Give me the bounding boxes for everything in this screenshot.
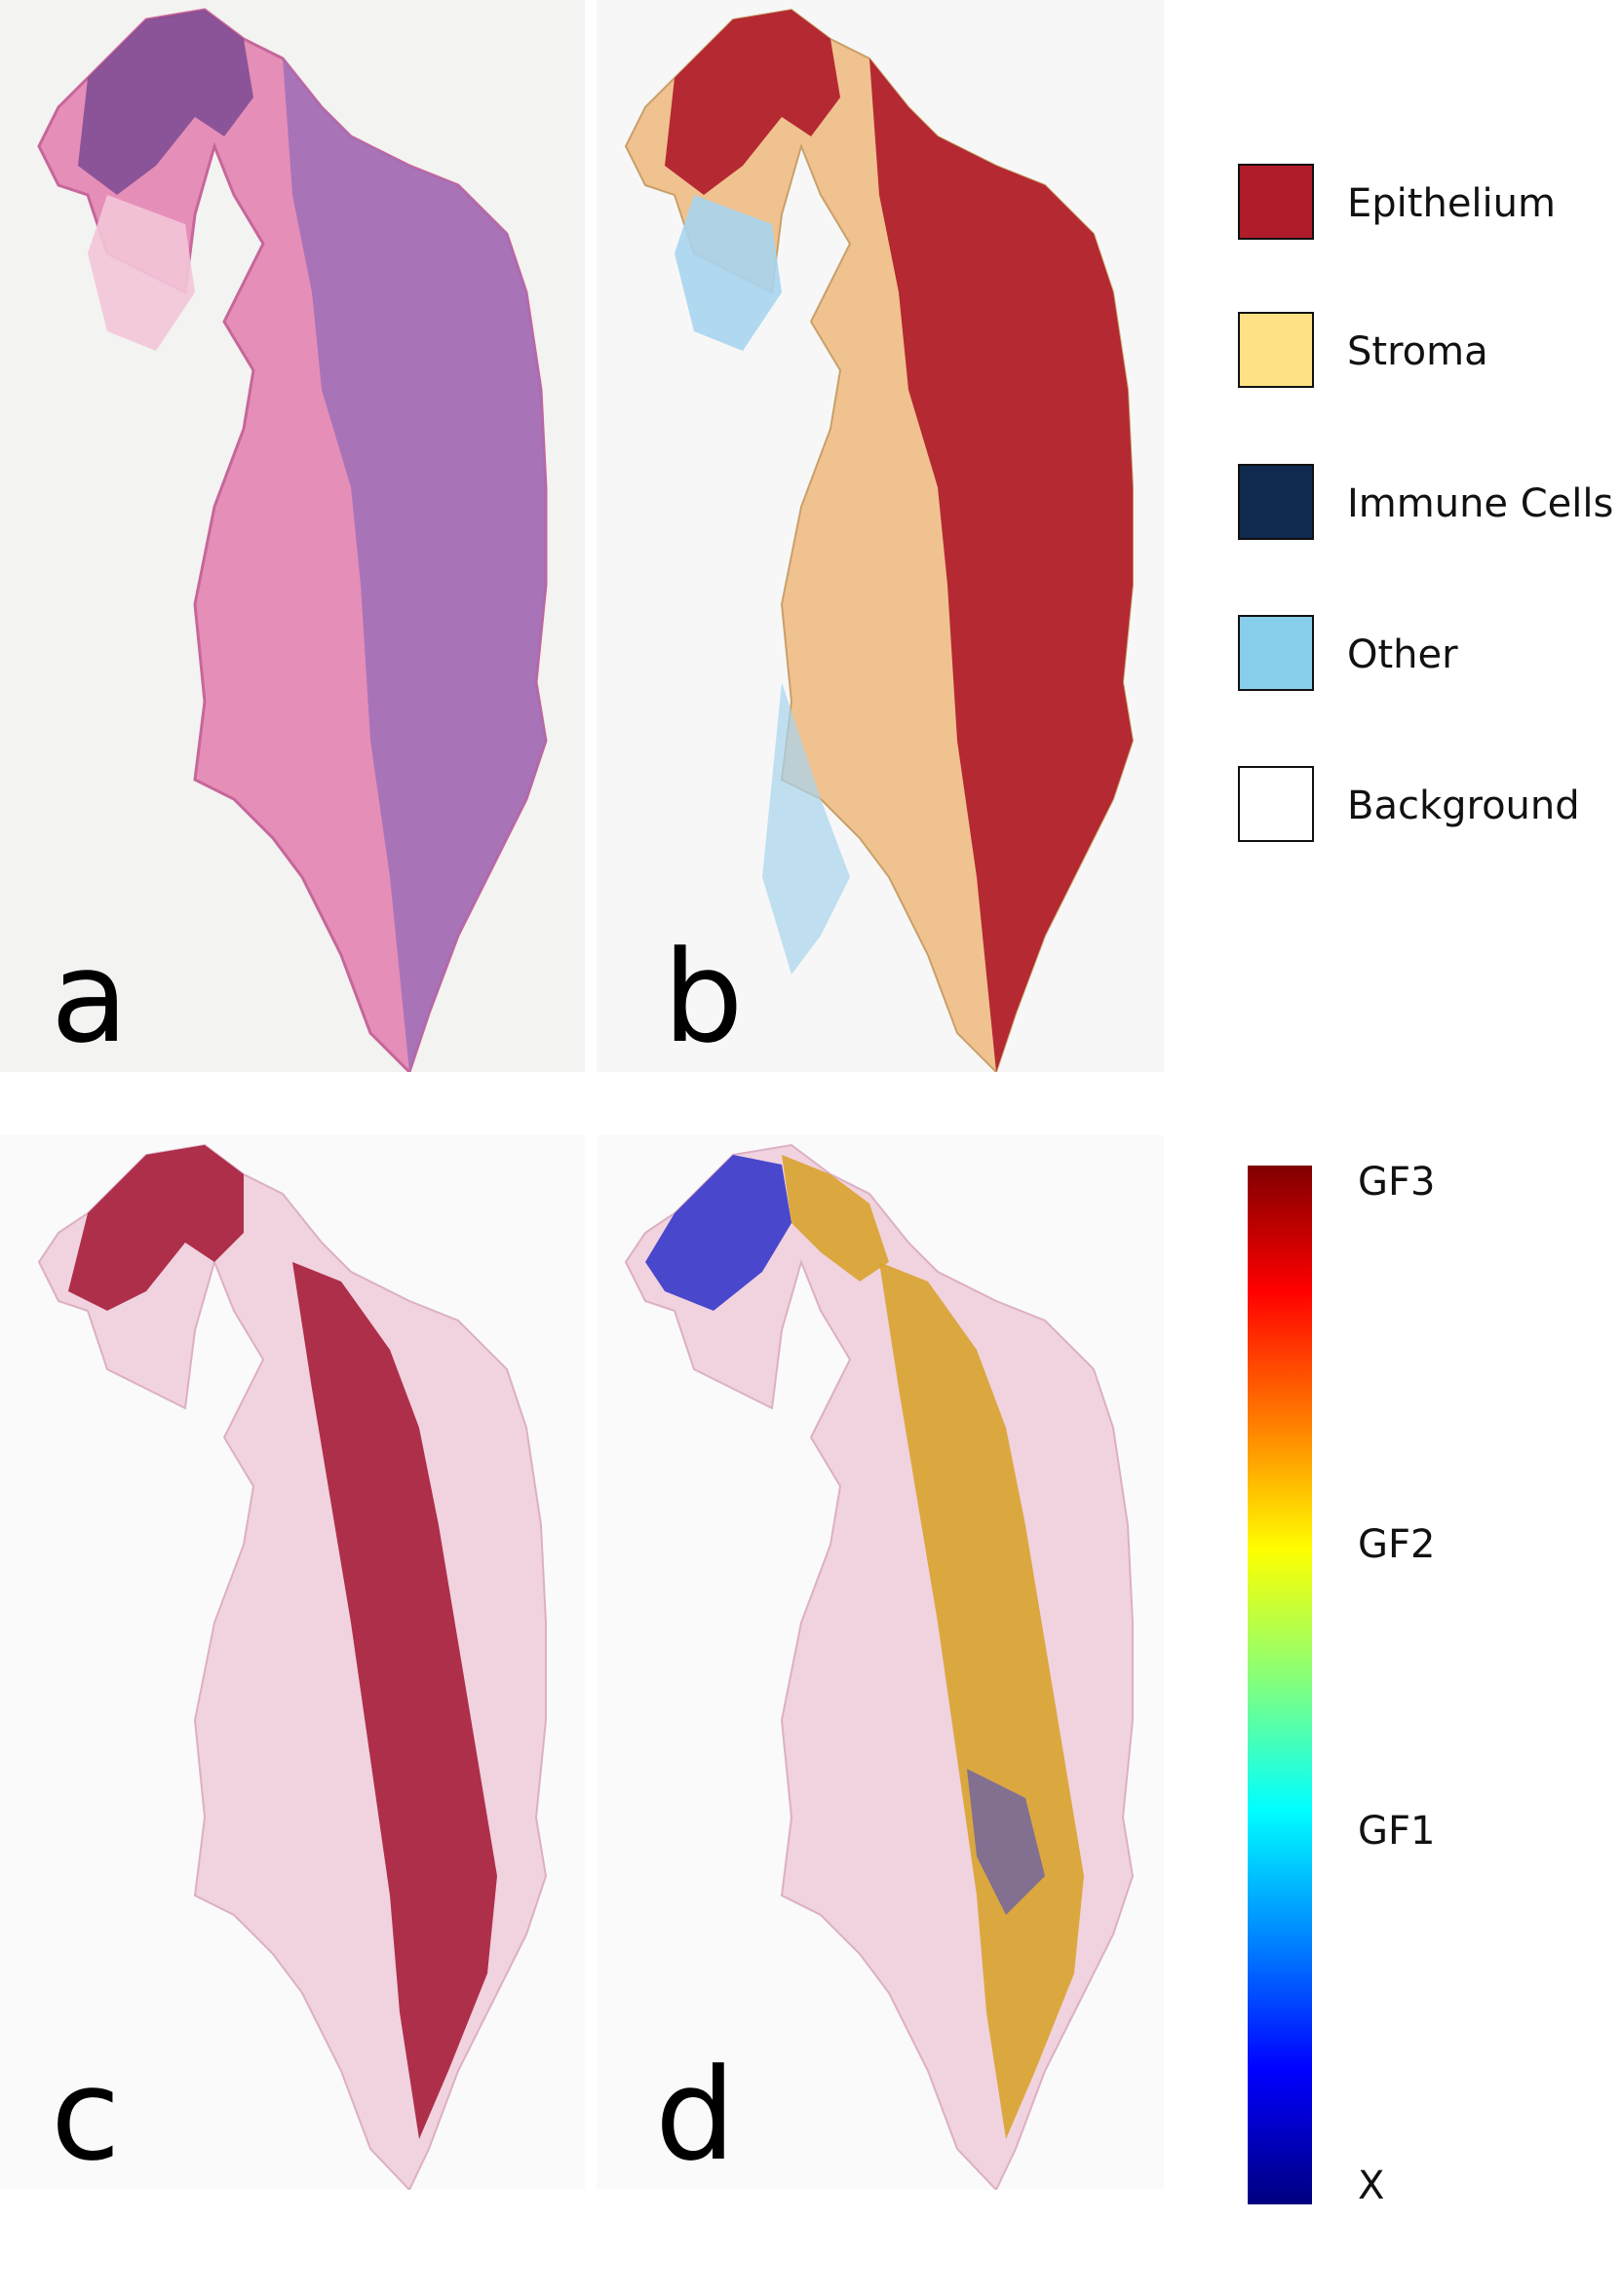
panel-letter-b: b [663,923,744,1071]
legend-item-immune-cells: Immune Cells [1238,464,1621,542]
colorbar-label-gf3: GF3 [1358,1160,1436,1205]
tissue-epithelium-image [37,1143,548,2190]
tissue-he-image [37,8,548,1072]
grade-colorbar [1248,1166,1312,2204]
legend-item-other: Other [1238,615,1621,693]
legend-label: Background [1347,784,1580,828]
legend-item-stroma: Stroma [1238,312,1621,390]
legend-swatch [1238,164,1314,240]
panel-d-grade-heatmap: d [597,1135,1164,2190]
tissue-segmentation-image [624,8,1135,1072]
colorbar-label-gf1: GF1 [1358,1809,1436,1854]
legend-swatch [1238,312,1314,388]
tissue-grade-image [624,1143,1135,2190]
colorbar-label-gf2: GF2 [1358,1522,1436,1567]
panel-letter-c: c [51,2041,121,2189]
panel-a-he-stain: a [0,0,585,1072]
legend-swatch [1238,464,1314,540]
panel-c-epithelium-overlay: c [0,1135,585,2190]
legend-label: Immune Cells [1347,481,1614,526]
panel-letter-a: a [51,923,129,1071]
legend-label: Stroma [1347,329,1488,374]
panel-b-segmentation: b [597,0,1164,1072]
legend-item-epithelium: Epithelium [1238,164,1621,242]
legend-label: Other [1347,632,1458,677]
legend-label: Epithelium [1347,181,1556,226]
legend-item-background: Background [1238,766,1621,844]
legend-swatch [1238,615,1314,691]
panel-letter-d: d [655,2041,736,2189]
colorbar-label-x: X [1358,2163,1385,2208]
legend-swatch [1238,766,1314,842]
